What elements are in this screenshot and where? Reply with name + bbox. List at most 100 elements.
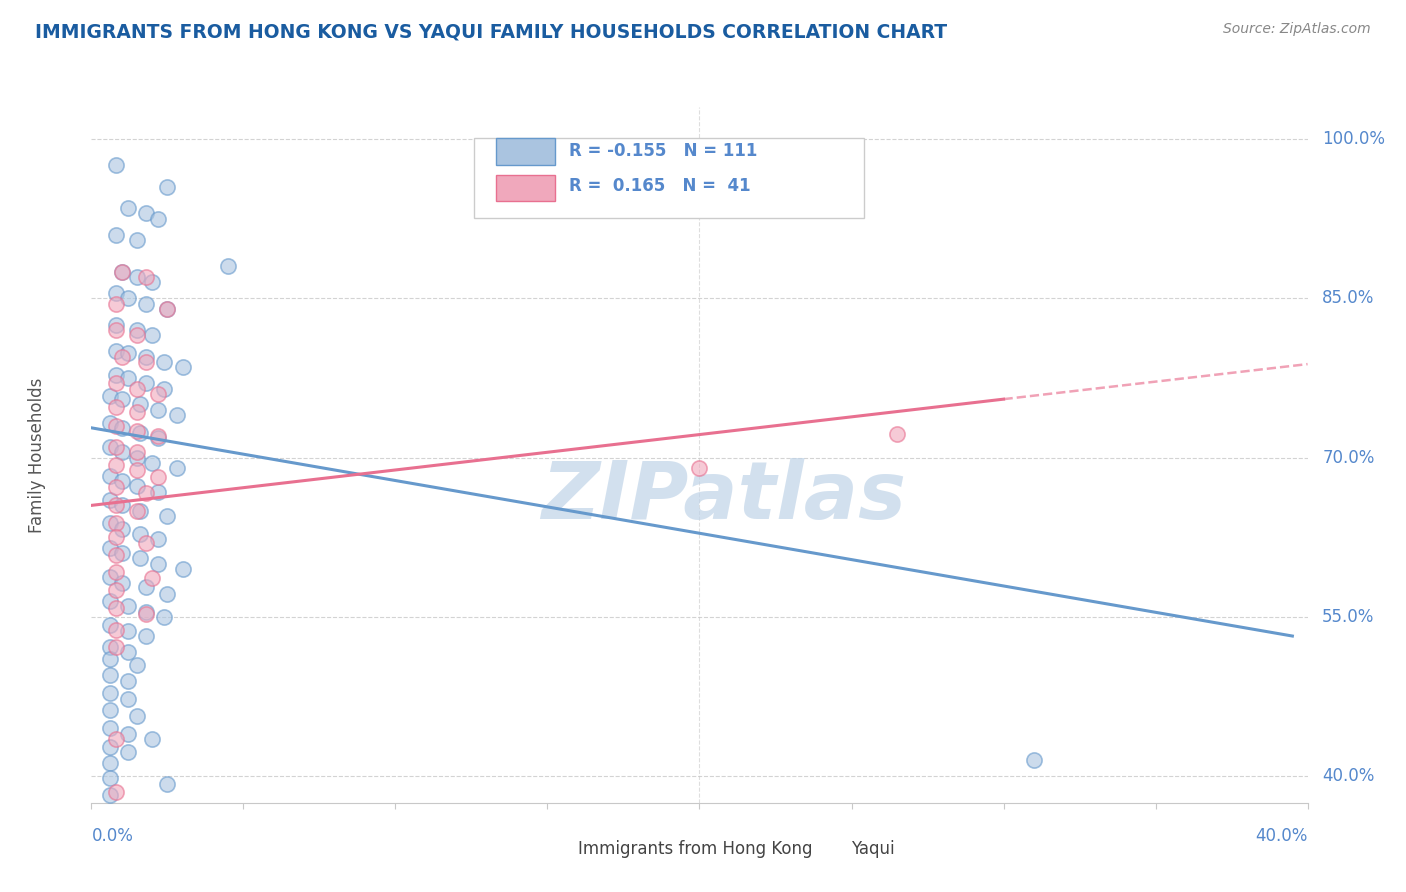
- Point: [135, 629, 157, 643]
- Point: [141, 275, 163, 289]
- Point: [125, 233, 148, 247]
- Point: [111, 265, 134, 279]
- Point: [148, 429, 170, 443]
- Point: [141, 571, 163, 585]
- Point: [148, 533, 170, 547]
- Point: [125, 445, 148, 459]
- Point: [125, 424, 148, 438]
- Point: [156, 301, 179, 316]
- Point: [125, 479, 148, 493]
- Text: 100.0%: 100.0%: [1322, 130, 1385, 148]
- Text: 55.0%: 55.0%: [1322, 608, 1375, 626]
- Point: [104, 583, 127, 598]
- Point: [98, 640, 121, 654]
- Point: [104, 530, 127, 544]
- Point: [104, 418, 127, 433]
- Text: 70.0%: 70.0%: [1322, 449, 1375, 467]
- Point: [98, 440, 121, 454]
- Point: [148, 469, 170, 483]
- Point: [148, 557, 170, 571]
- Text: IMMIGRANTS FROM HONG KONG VS YAQUI FAMILY HOUSEHOLDS CORRELATION CHART: IMMIGRANTS FROM HONG KONG VS YAQUI FAMIL…: [35, 22, 948, 41]
- Text: Family Households: Family Households: [28, 377, 45, 533]
- Point: [98, 756, 121, 771]
- Point: [98, 468, 121, 483]
- Point: [117, 201, 139, 215]
- Point: [104, 400, 127, 414]
- Point: [135, 535, 157, 549]
- Point: [135, 206, 157, 220]
- Point: [98, 569, 121, 583]
- Text: Immigrants from Hong Kong: Immigrants from Hong Kong: [578, 839, 813, 858]
- FancyBboxPatch shape: [496, 138, 555, 165]
- Point: [117, 624, 139, 638]
- Point: [886, 427, 908, 442]
- Text: 85.0%: 85.0%: [1322, 289, 1375, 307]
- Point: [104, 318, 127, 332]
- Point: [153, 610, 176, 624]
- Point: [111, 499, 134, 513]
- Point: [135, 355, 157, 369]
- Point: [172, 360, 194, 375]
- Text: 40.0%: 40.0%: [1322, 767, 1375, 785]
- Point: [148, 432, 170, 446]
- Point: [156, 586, 179, 600]
- Point: [125, 708, 148, 723]
- Point: [135, 376, 157, 391]
- Point: [135, 296, 157, 310]
- Point: [98, 618, 121, 632]
- Point: [111, 445, 134, 459]
- Point: [111, 474, 134, 488]
- Point: [156, 508, 179, 523]
- Point: [129, 397, 152, 411]
- Text: 40.0%: 40.0%: [1256, 827, 1308, 845]
- Point: [104, 458, 127, 472]
- Point: [117, 291, 139, 305]
- Point: [172, 562, 194, 576]
- Point: [129, 426, 152, 441]
- Point: [104, 566, 127, 580]
- Point: [166, 461, 188, 475]
- Point: [104, 344, 127, 359]
- Point: [141, 328, 163, 343]
- Point: [125, 405, 148, 419]
- Point: [104, 323, 127, 337]
- Text: R =  0.165   N =  41: R = 0.165 N = 41: [569, 177, 751, 194]
- FancyBboxPatch shape: [536, 839, 569, 858]
- Point: [98, 789, 121, 803]
- Point: [104, 158, 127, 172]
- Point: [104, 549, 127, 563]
- Point: [104, 785, 127, 799]
- Point: [117, 745, 139, 759]
- Point: [98, 772, 121, 786]
- Point: [111, 546, 134, 560]
- Point: [104, 376, 127, 391]
- Point: [104, 296, 127, 310]
- Point: [129, 527, 152, 541]
- Point: [117, 645, 139, 659]
- Point: [135, 350, 157, 364]
- Point: [104, 601, 127, 615]
- FancyBboxPatch shape: [496, 175, 555, 201]
- Point: [156, 301, 179, 316]
- Point: [125, 504, 148, 518]
- Point: [148, 211, 170, 226]
- FancyBboxPatch shape: [474, 138, 863, 219]
- Point: [117, 346, 139, 360]
- Point: [104, 227, 127, 242]
- Point: [98, 416, 121, 430]
- Point: [111, 421, 134, 435]
- Point: [111, 350, 134, 364]
- Point: [111, 575, 134, 590]
- Point: [117, 673, 139, 688]
- Point: [104, 516, 127, 531]
- Text: R = -0.155   N = 111: R = -0.155 N = 111: [569, 142, 758, 160]
- Point: [117, 691, 139, 706]
- Point: [217, 260, 239, 274]
- Point: [125, 463, 148, 477]
- Point: [104, 640, 127, 654]
- Point: [135, 607, 157, 621]
- Point: [98, 516, 121, 531]
- Point: [104, 285, 127, 300]
- Point: [153, 382, 176, 396]
- Point: [166, 408, 188, 422]
